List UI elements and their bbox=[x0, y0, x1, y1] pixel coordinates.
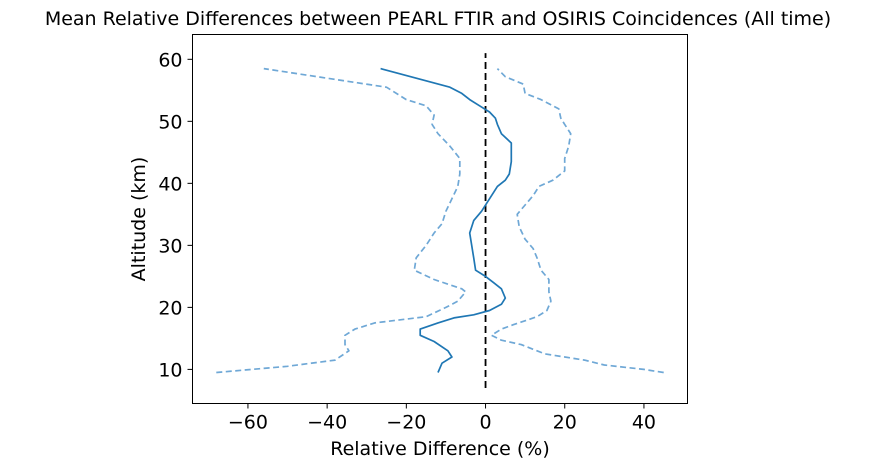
y-axis-label: Altitude (km) bbox=[128, 157, 150, 282]
x-axis: −60 −40 −20 0 20 40 bbox=[228, 403, 656, 434]
y-tick-label: 30 bbox=[158, 235, 182, 257]
x-tick-label: 0 bbox=[479, 412, 491, 434]
plot-frame bbox=[192, 34, 688, 404]
x-axis-label: Relative Difference (%) bbox=[330, 438, 550, 460]
chart-title: Mean Relative Differences between PEARL … bbox=[45, 8, 831, 30]
x-tick-label: −40 bbox=[307, 412, 347, 434]
y-tick-label: 10 bbox=[158, 359, 182, 381]
y-tick-label: 50 bbox=[158, 111, 182, 133]
plot-area bbox=[192, 34, 688, 404]
series-layer bbox=[216, 67, 664, 374]
x-tick-label: 40 bbox=[632, 412, 656, 434]
y-axis: 10 20 30 40 50 60 bbox=[158, 49, 193, 381]
series-line-mean bbox=[380, 67, 513, 373]
y-tick-label: 20 bbox=[158, 297, 182, 319]
series-line-upper-bound bbox=[490, 68, 664, 374]
x-tick-label: −60 bbox=[228, 412, 268, 434]
y-tick-label: 40 bbox=[158, 173, 182, 195]
x-tick-label: −20 bbox=[386, 412, 426, 434]
x-tick-label: 20 bbox=[553, 412, 577, 434]
series-line-lower-bound bbox=[216, 67, 467, 374]
y-tick-label: 60 bbox=[158, 49, 182, 71]
